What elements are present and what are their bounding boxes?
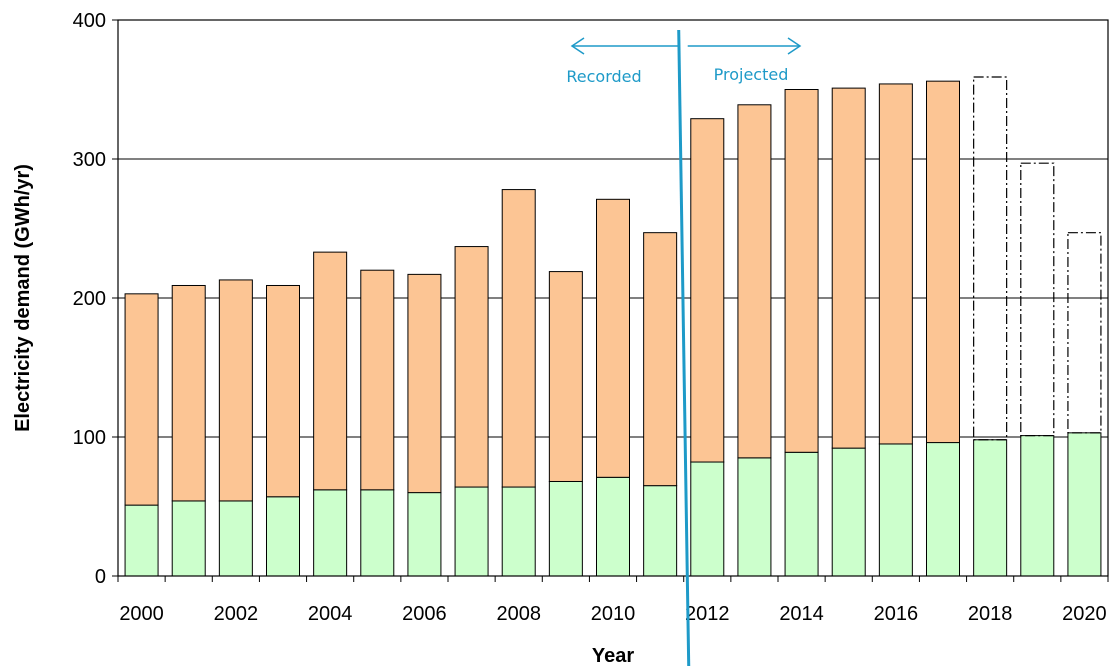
y-tick-label: 0 [95, 566, 106, 588]
bar-segment-lower [454, 486, 489, 577]
y-tick-label: 200 [73, 288, 106, 310]
x-tick-label: 2020 [1062, 603, 1107, 625]
bar-segment-upper [690, 118, 725, 463]
bar-segment-lower [1067, 432, 1102, 577]
bar-segment-lower [784, 451, 819, 577]
y-axis-title: Electricity demand (GWh/yr) [12, 164, 34, 432]
bar-segment-upper [407, 273, 442, 494]
projected-label: Projected [714, 65, 789, 84]
bar-segment-lower [124, 504, 159, 577]
bar-outline-projected [1020, 162, 1055, 437]
annotations: Recorded Projected [566, 29, 802, 667]
bar-segment-upper [643, 232, 678, 487]
bar-segment-upper [266, 284, 300, 498]
bar-segment-lower [548, 480, 583, 577]
bar-outline-projected [973, 76, 1008, 441]
bar-segment-lower [926, 442, 960, 577]
recorded-projected-divider [677, 29, 691, 667]
bar-segment-lower [313, 489, 348, 577]
bar-segment-upper [784, 89, 819, 453]
x-tick-label: 2008 [496, 603, 541, 625]
x-tick-label: 2004 [308, 603, 353, 625]
x-tick-label: 2014 [779, 603, 824, 625]
bar-segment-upper [454, 246, 489, 488]
bar-segment-lower [360, 489, 395, 577]
y-tick-label: 300 [73, 149, 106, 171]
recorded-label: Recorded [566, 67, 641, 86]
bar-segment-lower [973, 439, 1008, 577]
bars [124, 76, 1102, 577]
bar-segment-upper [831, 87, 866, 449]
bar-segment-lower [1020, 435, 1055, 577]
bar-segment-upper [548, 271, 583, 482]
bar-segment-upper [878, 83, 913, 445]
bar-segment-upper [596, 198, 630, 478]
y-tick-label: 400 [73, 10, 106, 32]
bar-segment-lower [266, 496, 300, 577]
bar-segment-lower [501, 486, 536, 577]
x-tick-label: 2016 [874, 603, 919, 625]
arrow-right-head [787, 37, 802, 55]
y-tick-label: 100 [73, 427, 106, 449]
bar-segment-lower [737, 457, 772, 577]
bar-segment-lower [218, 500, 253, 577]
x-tick-label: 2000 [119, 603, 164, 625]
arrow-left-head [570, 37, 585, 55]
x-tick-label: 2002 [214, 603, 259, 625]
bar-segment-upper [313, 251, 348, 491]
bar-segment-lower [643, 485, 678, 577]
axes [112, 19, 1109, 582]
bar-segment-upper [501, 189, 536, 488]
bar-segment-lower [831, 447, 866, 577]
bar-segment-upper [124, 293, 159, 506]
bar-segment-lower [878, 443, 913, 577]
x-tick-label: 2012 [685, 603, 730, 625]
x-tick-label: 2010 [591, 603, 636, 625]
bar-segment-lower [596, 476, 630, 577]
bar-segment-upper [737, 104, 772, 459]
bar-outline-projected [1067, 232, 1102, 434]
x-tick-label: 2006 [402, 603, 447, 625]
bar-segment-upper [171, 284, 206, 502]
bar-segment-upper [360, 269, 395, 491]
bar-segment-upper [218, 279, 253, 502]
x-axis-title: Year [592, 645, 634, 667]
bar-segment-lower [171, 500, 206, 577]
tick-labels: 0 100 200 300 400 2000 2002 2004 2006 2008 2010 201… [73, 10, 1107, 625]
bar-segment-lower [690, 461, 725, 577]
bar-segment-lower [407, 492, 442, 577]
x-tick-label: 2018 [968, 603, 1013, 625]
bar-segment-upper [926, 80, 960, 444]
